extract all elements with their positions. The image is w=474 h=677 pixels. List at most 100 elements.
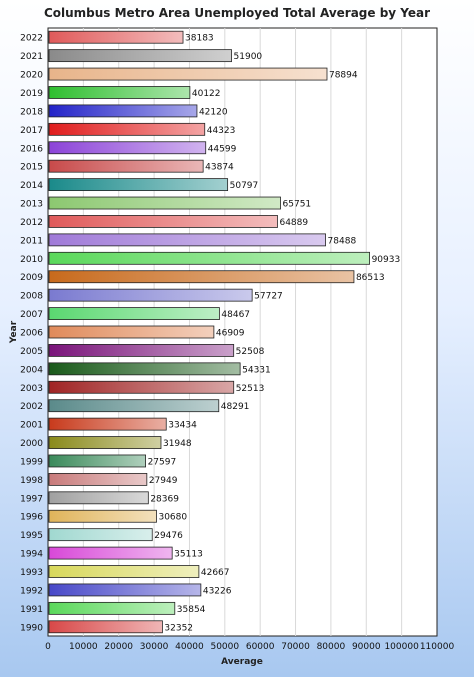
bar: [48, 601, 176, 615]
data-label: 48291: [221, 402, 250, 412]
bar: [48, 251, 370, 265]
y-tick-label: 1992: [20, 586, 43, 596]
data-label: 64889: [279, 218, 308, 228]
bar: [48, 380, 235, 394]
bar: [48, 159, 204, 173]
data-label: 40122: [192, 89, 221, 99]
y-tick-label: 1990: [20, 623, 43, 633]
bar: [48, 233, 326, 247]
x-tick-label: 90000: [352, 642, 381, 652]
bar: [48, 583, 202, 597]
data-label: 78488: [328, 236, 357, 246]
y-tick-label: 2017: [20, 126, 43, 136]
y-tick-label: 2014: [20, 181, 43, 191]
x-tick-label: 0: [45, 642, 51, 652]
x-tick-label: 110000: [420, 642, 455, 652]
chart-title: Columbus Metro Area Unemployed Total Ave…: [44, 6, 430, 20]
data-label: 42667: [201, 568, 230, 578]
bar: [48, 215, 278, 228]
data-label: 33434: [168, 421, 197, 431]
data-label: 27597: [148, 457, 177, 467]
bar: [48, 49, 232, 63]
y-tick-label: 2006: [20, 329, 43, 339]
bar: [48, 141, 207, 155]
y-tick-label: 1998: [20, 476, 43, 486]
data-label: 78894: [329, 71, 358, 81]
data-label: 28369: [150, 494, 179, 504]
data-label: 90933: [372, 255, 401, 265]
bar: [48, 491, 149, 505]
data-label: 52508: [236, 347, 265, 357]
y-tick-label: 1993: [20, 568, 43, 578]
bar: [48, 122, 206, 136]
bar: [48, 325, 215, 339]
data-label: 35854: [177, 605, 206, 615]
x-tick-label: 50000: [210, 642, 239, 652]
x-tick-label: 100000: [384, 642, 419, 652]
bar: [48, 436, 162, 449]
bar: [48, 620, 163, 634]
y-tick-label: 2011: [20, 236, 43, 246]
y-tick-label: 2016: [20, 144, 43, 154]
data-label: 50797: [230, 181, 259, 191]
data-label: 27949: [149, 476, 178, 486]
bar: [48, 307, 220, 320]
data-label: 29476: [154, 531, 183, 541]
y-tick-label: 2008: [20, 292, 43, 302]
x-tick-label: 30000: [140, 642, 169, 652]
y-tick-label: 2012: [20, 218, 43, 228]
data-label: 48467: [221, 310, 250, 320]
y-tick-label: 1991: [20, 605, 43, 615]
y-tick-label: 2021: [20, 52, 43, 62]
bar: [48, 178, 229, 192]
data-label: 54331: [242, 365, 271, 375]
y-tick-label: 2015: [20, 163, 43, 173]
data-label: 42120: [199, 107, 228, 117]
bar: [48, 454, 146, 468]
y-tick-label: 1996: [20, 513, 43, 523]
y-tick-label: 1997: [20, 494, 43, 504]
y-tick-label: 1995: [20, 531, 43, 541]
y-tick-label: 2003: [20, 384, 43, 394]
bar: [48, 344, 235, 357]
x-tick-label: 20000: [104, 642, 133, 652]
y-tick-label: 2007: [20, 310, 43, 320]
y-tick-label: 2019: [20, 89, 43, 99]
data-label: 57727: [254, 292, 283, 302]
data-label: 44323: [207, 126, 236, 136]
y-tick-label: 2018: [20, 107, 43, 117]
y-tick-label: 2013: [20, 200, 43, 210]
bar: [48, 196, 281, 210]
x-tick-label: 10000: [69, 642, 98, 652]
bar: [48, 546, 173, 560]
bar: [48, 288, 253, 302]
data-label: 32352: [164, 623, 193, 633]
bar: [48, 30, 184, 44]
y-tick-label: 2010: [20, 255, 43, 265]
y-tick-label: 2020: [20, 71, 43, 81]
bar: [48, 270, 355, 284]
y-tick-label: 2004: [20, 365, 43, 375]
y-tick-label: 2005: [20, 347, 43, 357]
data-label: 51900: [234, 52, 263, 62]
x-tick-label: 40000: [175, 642, 204, 652]
data-label: 52513: [236, 384, 265, 394]
y-tick-label: 1999: [20, 457, 43, 467]
y-tick-label: 1994: [20, 550, 43, 560]
x-axis-title: Average: [221, 657, 263, 667]
data-label: 43226: [203, 586, 232, 596]
x-tick-label: 70000: [281, 642, 310, 652]
data-label: 44599: [208, 144, 237, 154]
y-tick-label: 2000: [20, 439, 43, 449]
bar: [48, 528, 153, 542]
bar: [48, 86, 191, 99]
data-label: 30680: [158, 513, 187, 523]
y-tick-label: 2001: [20, 421, 43, 431]
data-label: 38183: [185, 34, 214, 44]
x-tick-label: 80000: [317, 642, 346, 652]
bar: [48, 104, 198, 118]
bar: [48, 565, 200, 578]
y-tick-label: 2022: [20, 34, 43, 44]
bar: [48, 472, 148, 486]
